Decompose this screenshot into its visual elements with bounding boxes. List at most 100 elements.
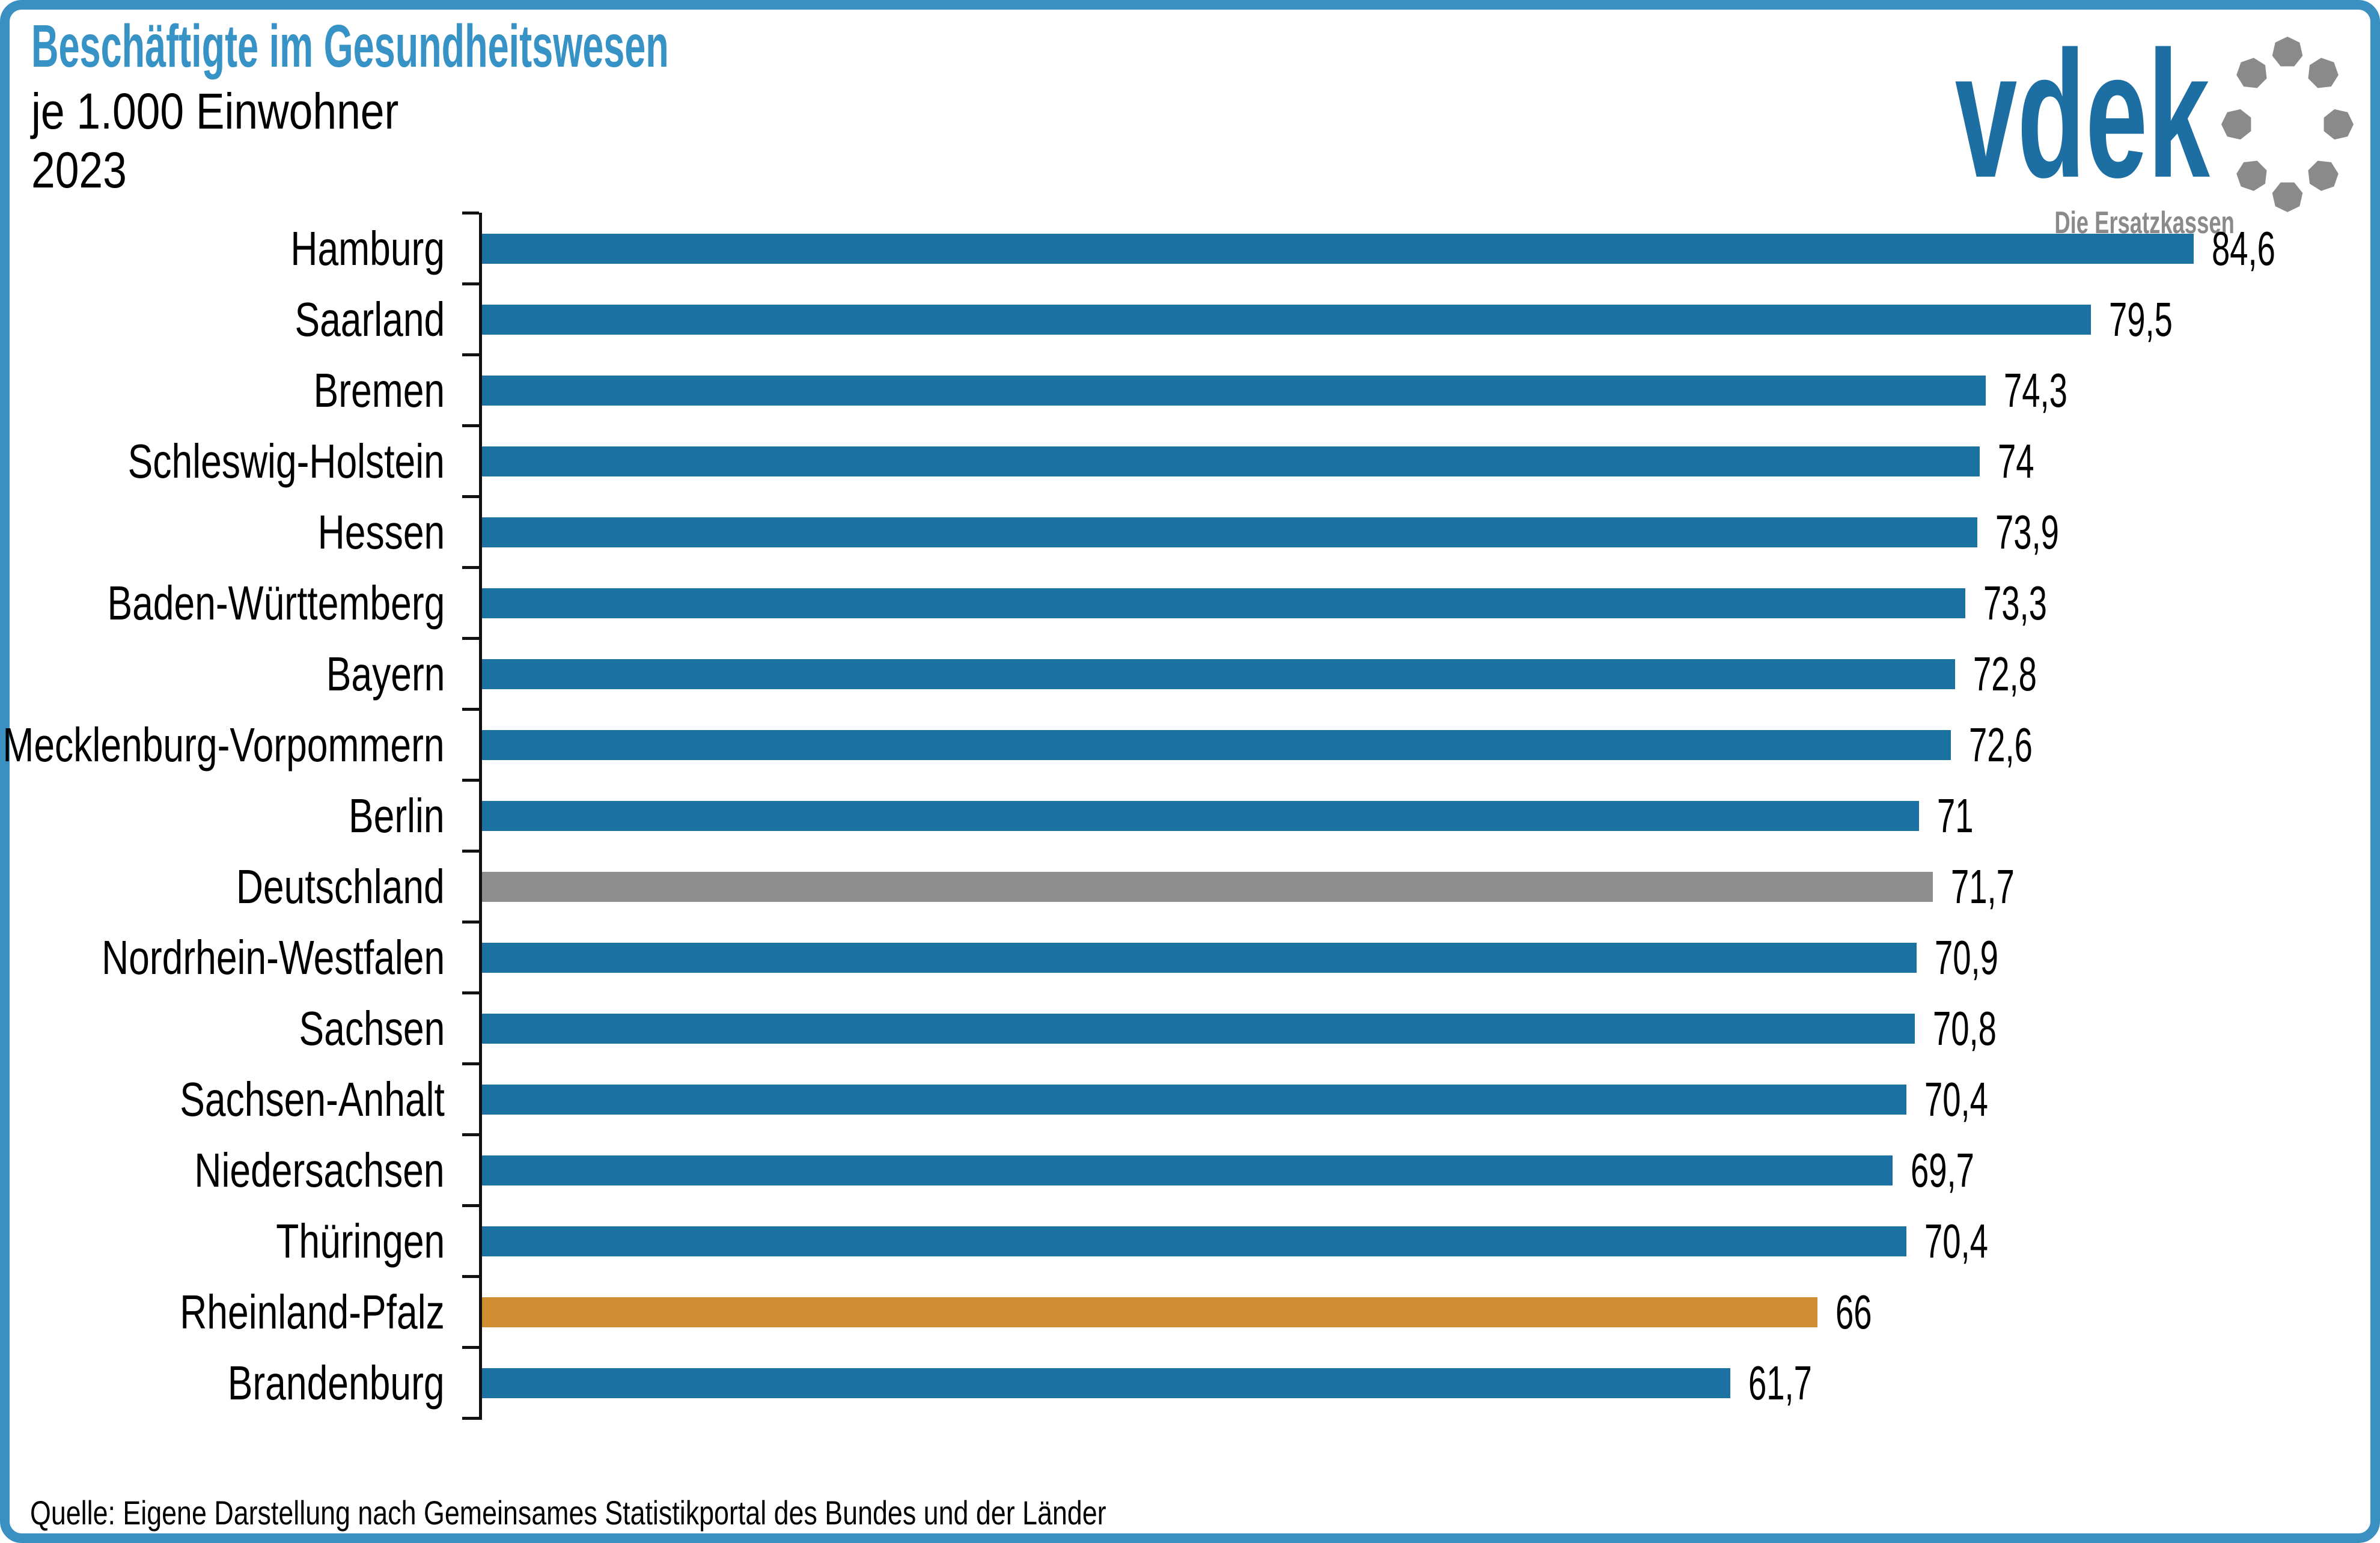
bar-row: 70,9 bbox=[482, 922, 2351, 993]
category-label: Berlin bbox=[349, 789, 445, 842]
bar bbox=[482, 517, 1977, 547]
category-label: Sachsen-Anhalt bbox=[180, 1073, 445, 1126]
bar-row: 69,7 bbox=[482, 1135, 2351, 1206]
axis-tick bbox=[462, 566, 479, 569]
category-label: Rheinland-Pfalz bbox=[180, 1285, 445, 1339]
bar-row: 66 bbox=[482, 1277, 2351, 1348]
bar-row: 72,6 bbox=[482, 710, 2351, 781]
category-labels-column: Hamburg Saarland Bremen Schleswig-Holstein H… bbox=[3, 213, 445, 1419]
value-label: 73,3 bbox=[1983, 576, 2047, 630]
category-label: Saarland bbox=[294, 293, 445, 346]
bar bbox=[482, 1297, 1817, 1327]
page-title: Beschäftigte im Gesundheitswesen bbox=[31, 13, 669, 80]
axis-tick bbox=[462, 708, 479, 711]
value-label: 70,4 bbox=[1924, 1073, 1988, 1126]
label-row: Baden-Württemberg bbox=[12, 568, 445, 639]
bar-row: 84,6 bbox=[482, 213, 2351, 284]
bar-row: 71 bbox=[482, 781, 2351, 851]
value-label: 69,7 bbox=[1911, 1143, 1974, 1197]
bar bbox=[482, 1085, 1906, 1115]
value-label: 71,7 bbox=[1951, 860, 2015, 913]
category-label: Bayern bbox=[326, 647, 445, 701]
axis-tick bbox=[462, 1275, 479, 1278]
value-label: 74 bbox=[1998, 434, 2034, 488]
label-row: Rheinland-Pfalz bbox=[12, 1277, 445, 1348]
label-row: Thüringen bbox=[12, 1206, 445, 1277]
axis-tick bbox=[462, 850, 479, 853]
bar-row: 79,5 bbox=[482, 284, 2351, 355]
bar bbox=[482, 376, 1986, 406]
bar bbox=[482, 943, 1917, 973]
axis-tick bbox=[462, 637, 479, 640]
value-label: 79,5 bbox=[2109, 293, 2173, 346]
label-row: Hessen bbox=[12, 497, 445, 568]
category-label: Mecklenburg-Vorpommern bbox=[2, 718, 445, 772]
value-label: 72,8 bbox=[1973, 647, 2037, 701]
axis-tick bbox=[462, 1062, 479, 1065]
bar bbox=[482, 234, 2194, 264]
value-label: 74,3 bbox=[2004, 364, 2067, 417]
value-label: 71 bbox=[1937, 789, 1974, 842]
bar bbox=[482, 305, 2091, 335]
label-row: Bayern bbox=[12, 639, 445, 710]
axis-tick bbox=[462, 779, 479, 782]
value-label: 61,7 bbox=[1748, 1356, 1812, 1410]
page-year: 2023 bbox=[31, 142, 127, 198]
bar-row: 71,7 bbox=[482, 851, 2351, 922]
bar bbox=[482, 1368, 1730, 1398]
bar-row: 74 bbox=[482, 426, 2351, 497]
axis-tick bbox=[462, 495, 479, 498]
axis-tick bbox=[462, 282, 479, 285]
category-label: Niedersachsen bbox=[194, 1143, 445, 1197]
label-row: Bremen bbox=[12, 355, 445, 426]
category-label: Baden-Württemberg bbox=[107, 576, 445, 630]
axis-tick bbox=[462, 1133, 479, 1136]
bar-row: 73,9 bbox=[482, 497, 2351, 568]
vdek-logo-wordmark: vdek bbox=[1955, 13, 2210, 215]
bar bbox=[482, 446, 1980, 476]
axis-tick bbox=[462, 212, 479, 215]
source-note: Quelle: Eigene Darstellung nach Gemeinsa… bbox=[30, 1494, 1106, 1532]
page-subtitle: je 1.000 Einwohner bbox=[31, 83, 399, 139]
category-label: Deutschland bbox=[236, 860, 445, 913]
y-axis-line bbox=[479, 213, 482, 1420]
label-row: Nordrhein-Westfalen bbox=[12, 922, 445, 993]
bar bbox=[482, 801, 1919, 831]
bar-row: 61,7 bbox=[482, 1348, 2351, 1419]
bar-row: 70,8 bbox=[482, 993, 2351, 1064]
bar bbox=[482, 872, 1933, 902]
category-label: Brandenburg bbox=[228, 1356, 445, 1410]
value-label: 73,9 bbox=[1995, 505, 2059, 559]
value-label: 84,6 bbox=[2212, 222, 2275, 275]
category-label: Sachsen bbox=[299, 1002, 445, 1055]
value-label: 70,4 bbox=[1924, 1214, 1988, 1268]
label-row: Schleswig-Holstein bbox=[12, 426, 445, 497]
category-label: Thüringen bbox=[276, 1214, 445, 1268]
axis-tick bbox=[462, 921, 479, 924]
value-label: 72,6 bbox=[1969, 718, 2033, 772]
label-row: Saarland bbox=[12, 284, 445, 355]
label-row: Sachsen-Anhalt bbox=[12, 1064, 445, 1135]
label-row: Sachsen bbox=[12, 993, 445, 1064]
axis-tick bbox=[462, 1346, 479, 1349]
category-label: Schleswig-Holstein bbox=[127, 434, 445, 488]
bar-row: 70,4 bbox=[482, 1206, 2351, 1277]
bar-row: 72,8 bbox=[482, 639, 2351, 710]
title-block: Beschäftigte im Gesundheitswesen je 1.00… bbox=[31, 11, 1043, 199]
label-row: Deutschland bbox=[12, 851, 445, 922]
vdek-logo-tagline: Die Ersatzkassen bbox=[2054, 205, 2235, 240]
label-row: Niedersachsen bbox=[12, 1135, 445, 1206]
label-row: Berlin bbox=[12, 781, 445, 851]
bar bbox=[482, 588, 1965, 618]
label-row: Mecklenburg-Vorpommern bbox=[3, 710, 445, 781]
bar-row: 73,3 bbox=[482, 568, 2351, 639]
category-label: Bremen bbox=[313, 364, 445, 417]
category-label: Hamburg bbox=[290, 222, 445, 275]
axis-tick bbox=[462, 1417, 479, 1420]
bar bbox=[482, 730, 1951, 760]
plot-area: 84,6 79,5 74,3 74 73,9 73,3 72,8 72,6 71 71,7 70,9… bbox=[482, 213, 2351, 1419]
bar bbox=[482, 1226, 1906, 1256]
axis-tick bbox=[462, 353, 479, 356]
value-label: 66 bbox=[1835, 1285, 1872, 1339]
